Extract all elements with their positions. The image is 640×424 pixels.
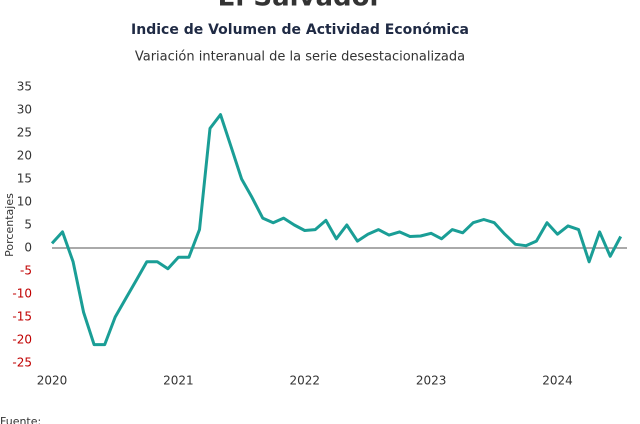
x-tick-label: 2024 <box>542 374 573 388</box>
x-tick-label: 2021 <box>163 374 194 388</box>
y-tick-label: -5 <box>20 264 32 278</box>
y-tick-label: 15 <box>17 172 32 186</box>
page-title: El Salvador <box>218 0 383 13</box>
y-tick-label: -10 <box>12 287 32 301</box>
y-tick-label: 25 <box>17 126 32 140</box>
y-tick-label: -25 <box>12 356 32 370</box>
chart-title: Indice de Volumen de Actividad Económica <box>131 22 469 38</box>
y-tick-label: 35 <box>17 80 32 94</box>
source: Fuente: <box>0 415 41 424</box>
y-tick-label: 20 <box>17 149 32 163</box>
x-tick-label: 2020 <box>37 374 68 388</box>
x-tick-label: 2023 <box>416 374 447 388</box>
x-tick-label: 2022 <box>289 374 320 388</box>
y-tick-label: 0 <box>24 241 32 255</box>
y-tick-label: -15 <box>12 310 32 324</box>
chart-subtitle: Variación interanual de la serie desesta… <box>135 50 465 65</box>
y-tick-label: 5 <box>24 218 32 232</box>
y-tick-label: 30 <box>17 103 32 117</box>
y-tick-label: -20 <box>12 333 32 347</box>
y-tick-label: 10 <box>17 195 32 209</box>
y-axis-label: Porcentajes <box>3 193 16 257</box>
series-line <box>50 113 623 347</box>
